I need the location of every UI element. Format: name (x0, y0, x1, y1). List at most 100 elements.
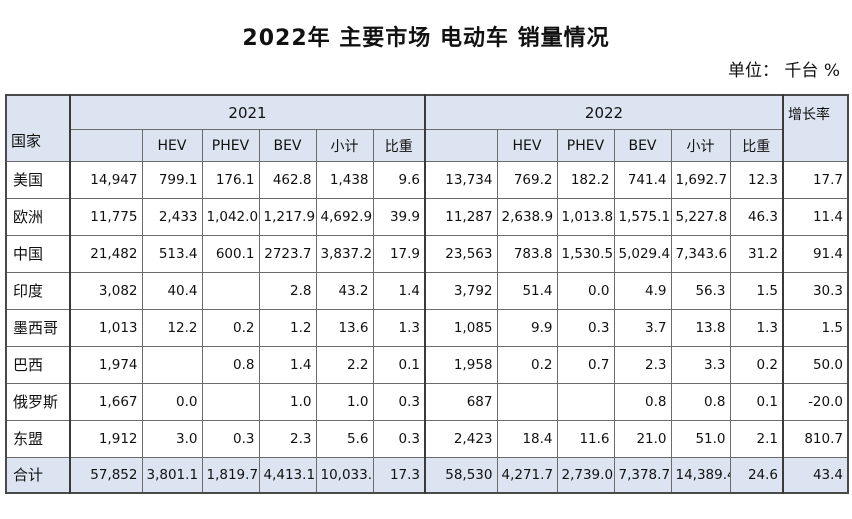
total-sales-2021-cell: 3,082 (69, 271, 143, 310)
value-2022-cell: 1,692.7 (670, 160, 731, 199)
value-2021-cell: 0.0 (141, 382, 203, 421)
value-2022-cell: 3.3 (670, 345, 731, 384)
value-2021-cell: 1.3 (372, 308, 426, 347)
table-row: 东盟 1,912 3.0 0.3 2.3 5.6 0.3 2,423 18.4 11.6 21.0 5… (5, 419, 849, 458)
value-2021-cell: 13.6 (315, 308, 374, 347)
country-cell: 中国 (5, 234, 71, 273)
value-2021-cell: 4,692.9 (315, 197, 374, 236)
value-2021-cell: 2.3 (258, 419, 317, 458)
header-row-columns: HEV PHEV BEV 小计 比重 HEV PHEV BEV 小计 比重 (6, 129, 848, 162)
total-sales-2022-cell: 1,958 (424, 345, 498, 384)
value-2022-cell: 5,029.4 (613, 234, 672, 273)
value-2022-cell: 0.1 (729, 382, 784, 421)
total-sales-2021-cell: 57,852 (69, 456, 143, 494)
value-2021-cell: 10,033.8 (315, 456, 374, 494)
header-total-2021 (69, 129, 143, 162)
header-year-2022: 2022 (424, 94, 784, 131)
total-sales-2021-cell: 1,667 (69, 382, 143, 421)
table-row: 中国 21,482 513.4 600.1 2723.7 3,837.2 17.9 23,56… (5, 234, 849, 273)
value-2021-cell: 17.3 (372, 456, 426, 494)
table-row: 欧洲 11,775 2,433 1,042.0 1,217.9 4,692.9 39.9 11… (5, 197, 849, 236)
value-2022-cell: 46.3 (729, 197, 784, 236)
value-2021-cell: 1,042.0 (201, 197, 260, 236)
value-2021-cell: 1.4 (372, 271, 426, 310)
header-hev-2022: HEV (496, 129, 558, 162)
total-sales-2021-cell: 21,482 (69, 234, 143, 273)
value-2021-cell: 176.1 (201, 160, 260, 199)
growth-cell: 1.5 (782, 308, 849, 347)
value-2022-cell: 2,638.9 (496, 197, 558, 236)
unit-label: 单位： 千台 % (728, 61, 840, 81)
total-sales-2022-cell: 58,530 (424, 456, 498, 494)
growth-cell: 11.4 (782, 197, 849, 236)
growth-cell: 43.4 (782, 456, 849, 494)
value-2022-cell: 5,227.8 (670, 197, 731, 236)
country-cell: 墨西哥 (5, 308, 71, 347)
value-2021-cell: 2.2 (315, 345, 374, 384)
header-year-2021: 2021 (69, 94, 426, 131)
page-title: 2022年 主要市场 电动车 销量情况 (242, 26, 610, 51)
header-share-2022: 比重 (729, 129, 784, 162)
value-2021-cell: 3,801.1 (141, 456, 203, 494)
value-2022-cell: 24.6 (729, 456, 784, 494)
header-hev-2021: HEV (141, 129, 203, 162)
value-2022-cell: 4.9 (613, 271, 672, 310)
value-2021-cell: 1,819.7 (201, 456, 260, 494)
value-2021-cell: 600.1 (201, 234, 260, 273)
country-cell: 美国 (5, 160, 71, 199)
value-2022-cell: 31.2 (729, 234, 784, 273)
growth-cell: -20.0 (782, 382, 849, 421)
value-2021-cell: 462.8 (258, 160, 317, 199)
value-2022-cell: 1.5 (729, 271, 784, 310)
country-cell: 俄罗斯 (5, 382, 71, 421)
total-sales-2021-cell: 1,013 (69, 308, 143, 347)
total-sales-2022-cell: 11,287 (424, 197, 498, 236)
header-phev-2021: PHEV (201, 129, 260, 162)
country-cell: 欧洲 (5, 197, 71, 236)
header-subtotal-2021: 小计 (315, 129, 374, 162)
country-cell: 巴西 (5, 345, 71, 384)
value-2022-cell: 741.4 (613, 160, 672, 199)
table-row: 印度 3,082 40.4 2.8 43.2 1.4 3,792 51.4 0.0 4.9 56.3… (5, 271, 849, 310)
value-2022-cell: 182.2 (556, 160, 615, 199)
value-2021-cell (141, 345, 203, 384)
value-2021-cell: 9.6 (372, 160, 426, 199)
value-2021-cell: 0.1 (372, 345, 426, 384)
value-2022-cell: 4,271.7 (496, 456, 558, 494)
value-2021-cell: 3.0 (141, 419, 203, 458)
value-2022-cell: 769.2 (496, 160, 558, 199)
value-2022-cell: 11.6 (556, 419, 615, 458)
value-2021-cell: 799.1 (141, 160, 203, 199)
value-2021-cell: 12.2 (141, 308, 203, 347)
value-2022-cell: 0.2 (729, 345, 784, 384)
total-sales-2022-cell: 2,423 (424, 419, 498, 458)
header-bev-2022: BEV (613, 129, 672, 162)
table-row: 俄罗斯 1,667 0.0 1.0 1.0 0.3 687 0.8 0.8 0.1 -20.0 (5, 382, 849, 421)
value-2021-cell: 17.9 (372, 234, 426, 273)
value-2022-cell: 2.1 (729, 419, 784, 458)
growth-cell: 17.7 (782, 160, 849, 199)
value-2022-cell: 0.0 (556, 271, 615, 310)
value-2021-cell: 1,438 (315, 160, 374, 199)
value-2022-cell: 21.0 (613, 419, 672, 458)
value-2022-cell: 1,530.5 (556, 234, 615, 273)
country-cell: 印度 (5, 271, 71, 310)
value-2021-cell: 0.8 (201, 345, 260, 384)
value-2021-cell: 5.6 (315, 419, 374, 458)
value-2022-cell: 1,575.1 (613, 197, 672, 236)
total-sales-2021-cell: 1,974 (69, 345, 143, 384)
header-row-years: 国家 2021 2022 增长率 (5, 94, 849, 162)
header-phev-2022: PHEV (556, 129, 615, 162)
value-2021-cell: 0.3 (201, 419, 260, 458)
value-2021-cell: 1.2 (258, 308, 317, 347)
value-2021-cell: 40.4 (141, 271, 203, 310)
header-bev-2021: BEV (258, 129, 317, 162)
value-2022-cell: 7,343.6 (670, 234, 731, 273)
value-2021-cell: 39.9 (372, 197, 426, 236)
value-2021-cell: 0.3 (372, 382, 426, 421)
value-2022-cell: 13.8 (670, 308, 731, 347)
value-2022-cell: 9.9 (496, 308, 558, 347)
total-sales-2021-cell: 1,912 (69, 419, 143, 458)
total-sales-2021-cell: 11,775 (69, 197, 143, 236)
